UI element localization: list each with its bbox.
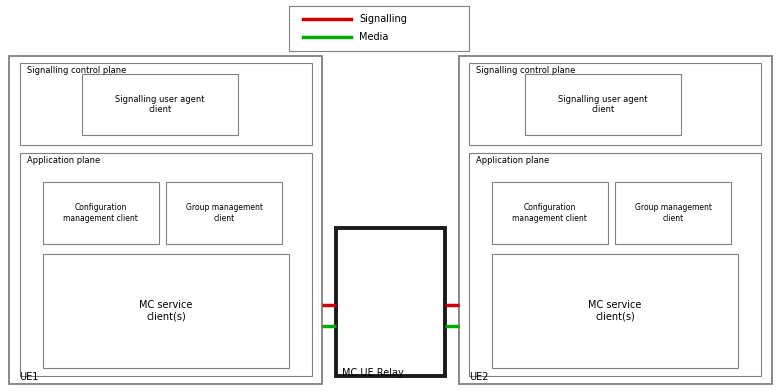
FancyBboxPatch shape [9, 56, 322, 384]
FancyBboxPatch shape [525, 74, 681, 135]
Text: MC UE Relay: MC UE Relay [342, 368, 404, 378]
FancyBboxPatch shape [82, 74, 238, 135]
Text: Configuration
management client: Configuration management client [63, 203, 138, 223]
FancyBboxPatch shape [20, 63, 312, 145]
FancyBboxPatch shape [492, 254, 738, 368]
Text: Group management
client: Group management client [186, 203, 262, 223]
FancyBboxPatch shape [492, 182, 608, 244]
FancyBboxPatch shape [43, 182, 159, 244]
Text: Application plane: Application plane [27, 156, 101, 165]
FancyBboxPatch shape [166, 182, 282, 244]
FancyBboxPatch shape [469, 153, 761, 376]
Text: Signalling control plane: Signalling control plane [476, 66, 576, 75]
FancyBboxPatch shape [336, 228, 445, 376]
FancyBboxPatch shape [459, 56, 772, 384]
Text: UE2: UE2 [469, 372, 489, 382]
FancyBboxPatch shape [43, 254, 289, 368]
FancyBboxPatch shape [289, 6, 469, 51]
Text: MC service
client(s): MC service client(s) [139, 300, 193, 322]
Text: Signalling: Signalling [359, 14, 407, 24]
FancyBboxPatch shape [20, 153, 312, 376]
Text: UE1: UE1 [20, 372, 39, 382]
Text: Configuration
management client: Configuration management client [512, 203, 587, 223]
Text: Application plane: Application plane [476, 156, 550, 165]
Text: Signalling user agent
client: Signalling user agent client [558, 95, 647, 114]
FancyBboxPatch shape [615, 182, 731, 244]
Text: Group management
client: Group management client [635, 203, 711, 223]
Text: MC service
client(s): MC service client(s) [588, 300, 642, 322]
Text: Signalling user agent
client: Signalling user agent client [116, 95, 205, 114]
Text: Signalling control plane: Signalling control plane [27, 66, 127, 75]
FancyBboxPatch shape [469, 63, 761, 145]
Text: Media: Media [359, 32, 389, 42]
